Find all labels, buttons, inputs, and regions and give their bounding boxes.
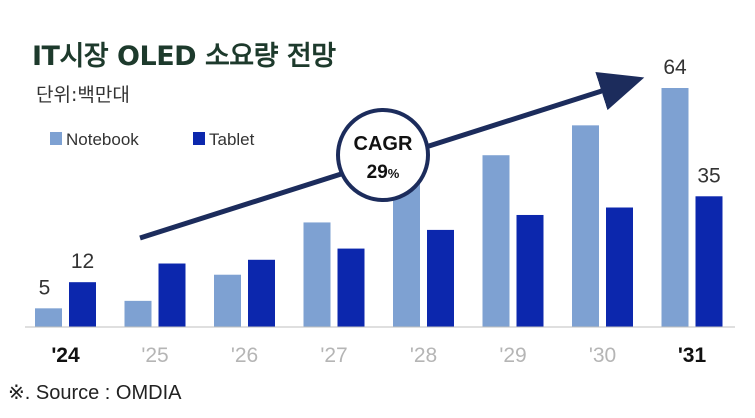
bar-notebook-5 [482,155,510,327]
bar-tablet-2 [248,259,275,327]
chart-title: IT시장 OLED 소요량 전망 [32,41,336,72]
legend-swatch-notebook [50,132,62,145]
x-tick-label-1: '25 [141,344,168,367]
bar-tablet-4 [427,229,454,327]
legend-swatch-tablet [193,132,205,145]
x-tick-label-5: '29 [499,344,526,367]
bar-tablet-0 [69,282,96,327]
bars-group: 5 12 '24 '25 '26 '27 '28 '29 '30 64 35 '31 [25,56,735,367]
data-label-tablet-7: 35 [697,164,720,187]
x-tick-label-4: '28 [410,344,437,367]
data-label-notebook-0: 5 [39,276,51,299]
cagr-label: CAGR [354,133,413,155]
cagr-value: 29% [367,162,400,183]
bar-tablet-7 [695,196,723,327]
x-tick-label-0: '24 [51,344,80,367]
bar-notebook-7 [661,88,689,327]
x-tick-label-7: '31 [678,344,707,367]
cagr-suffix: % [388,166,400,181]
cagr-circle [336,108,430,202]
bar-notebook-0 [35,308,62,327]
x-tick-label-3: '27 [320,344,347,367]
source-note: ※. Source : OMDIA [8,382,182,404]
bar-tablet-6 [606,207,633,327]
legend: Notebook Tablet [50,130,255,149]
x-tick-label-2: '26 [231,344,258,367]
bar-notebook-2 [214,274,241,327]
legend-label-notebook: Notebook [66,130,139,149]
bar-notebook-1 [124,300,152,327]
cagr-badge: CAGR 29% [336,108,430,202]
x-tick-label-6: '30 [589,344,616,367]
bar-tablet-3 [337,248,365,327]
bar-notebook-6 [572,125,599,327]
bar-tablet-5 [516,214,544,327]
bar-notebook-3 [303,222,331,327]
unit-label: 단위:백만대 [36,84,130,106]
data-label-notebook-7: 64 [663,56,687,79]
cagr-number: 29 [367,162,388,183]
legend-label-tablet: Tablet [209,130,255,149]
data-label-tablet-0: 12 [71,250,94,273]
bar-tablet-1 [158,263,186,327]
